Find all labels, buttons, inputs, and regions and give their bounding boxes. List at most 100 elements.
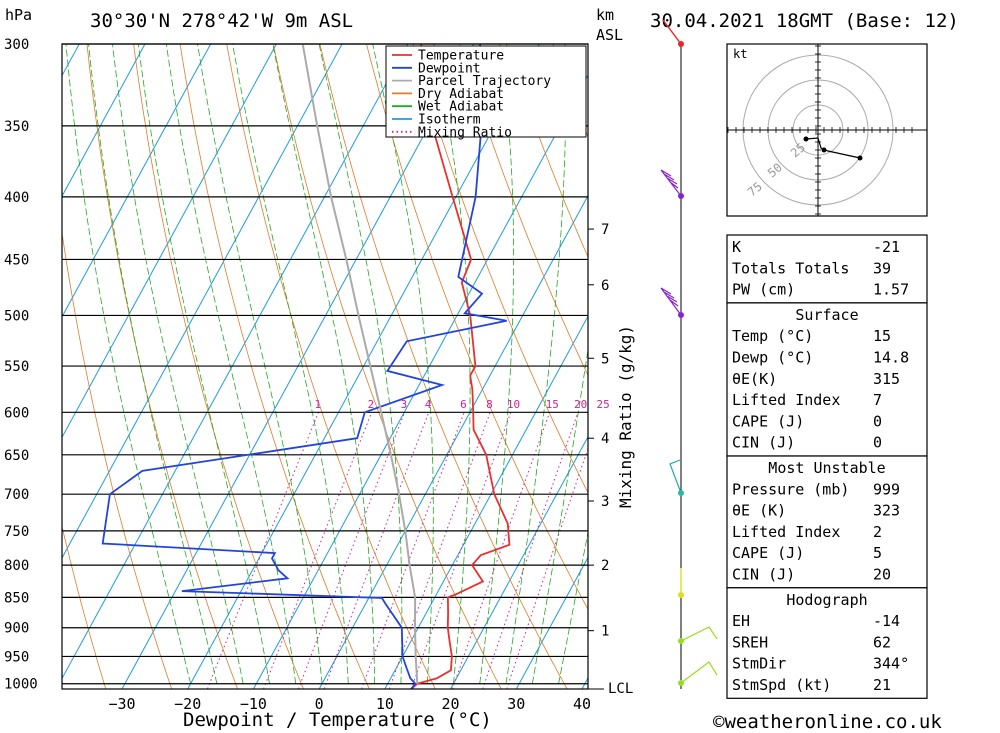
km-unit-label: km	[596, 6, 614, 24]
mixing-ratio-label: 8	[486, 398, 493, 411]
index-value: -14	[873, 612, 900, 630]
location-title: 30°30'N 278°42'W 9m ASL	[90, 10, 353, 32]
pressure-tick-label: 350	[4, 119, 29, 135]
x-tick-label: 0	[315, 695, 324, 713]
wind-dot-850	[678, 592, 684, 598]
mixing-ratio-line	[323, 412, 430, 689]
wind-barb-1000	[680, 661, 718, 684]
series-temperature	[410, 44, 511, 689]
pressure-tick-label: 800	[4, 558, 29, 574]
mixing-ratio-label: 4	[425, 398, 432, 411]
index-label: K	[732, 238, 741, 256]
dry-adiabat-line	[505, 44, 588, 258]
index-label: θE (K)	[732, 502, 786, 520]
index-label: Dewp (°C)	[732, 349, 813, 367]
dry-adiabat-line	[86, 44, 238, 689]
index-value: 2	[873, 523, 882, 541]
x-tick-label: 40	[573, 695, 591, 713]
pressure-tick-label: 450	[4, 252, 29, 268]
hodograph-point	[821, 147, 827, 153]
isotherm-line	[62, 44, 212, 318]
km-tick-label: 5	[601, 351, 609, 367]
general-indices-box	[726, 234, 928, 304]
index-value: 62	[873, 633, 891, 651]
mixing-ratio-axis-title: Mixing Ratio (g/kg)	[616, 325, 635, 508]
indices-panel: K -21 Totals Totals 39 PW (cm) 1.57 Surface Tem…	[726, 234, 928, 699]
x-tick-label: −30	[108, 695, 135, 713]
dry-adiabat-line	[972, 44, 1000, 689]
index-label: CIN (J)	[732, 566, 795, 584]
pressure-tick-label: 400	[4, 190, 29, 206]
hodograph-ticks	[727, 45, 913, 215]
wind-barb-500	[660, 287, 682, 316]
wind-dot-925	[678, 638, 684, 644]
mixing-ratio-label: 1	[314, 398, 321, 411]
mixing-ratio-label: 15	[546, 398, 559, 411]
x-axis-title: Dewpoint / Temperature (°C)	[183, 709, 492, 731]
pressure-tick-label: 850	[4, 590, 29, 606]
legend-label: Dewpoint	[418, 61, 481, 76]
index-value: 0	[873, 412, 882, 430]
mixing-ratio-line	[263, 412, 373, 689]
hodograph-indices-title: Hodograph	[786, 591, 867, 609]
index-value: -21	[873, 238, 900, 256]
km-tick-label: 7	[601, 222, 609, 238]
index-value: 999	[873, 480, 900, 498]
hodograph-indices-box	[726, 587, 928, 699]
dry-adiabat-line	[62, 230, 173, 689]
wind-dot-700	[678, 490, 684, 496]
mixing-ratio-label: 2	[368, 398, 375, 411]
hpa-unit-label: hPa	[5, 6, 32, 24]
index-label: PW (cm)	[732, 281, 795, 299]
index-label: StmDir	[732, 655, 786, 673]
mixing-ratio-label: 10	[507, 398, 520, 411]
km-tick-label: 4	[601, 431, 609, 447]
index-value: 21	[873, 676, 891, 694]
dry-adiabat-line	[226, 44, 436, 689]
mixing-ratio-line	[388, 412, 491, 689]
axis-labels: 3003504004505005506006507007508008509009…	[4, 37, 591, 713]
pressure-tick-label: 650	[4, 448, 29, 464]
wet-adiabat-line	[166, 44, 297, 684]
index-label: StmSpd (kt)	[732, 676, 831, 694]
most-unstable-indices-title: Most Unstable	[768, 459, 885, 477]
pressure-tick-label: 600	[4, 405, 29, 421]
index-label: Lifted Index	[732, 391, 840, 409]
credit-footer: ©weatheronline.co.uk	[713, 711, 942, 733]
x-tick-label: −10	[240, 695, 267, 713]
wind-barb-925	[680, 626, 718, 642]
dry-adiabat-line	[179, 44, 370, 689]
pressure-tick-label: 1000	[4, 677, 38, 693]
km-tick-label: 3	[601, 494, 609, 510]
pressure-tick-label: 550	[4, 359, 29, 375]
km-tick-label: 6	[601, 278, 609, 294]
surface-indices-title: Surface	[795, 306, 858, 324]
wet-adiabat-line	[318, 44, 403, 684]
km-scale: 7 6 5 4 3 2 1 LCL	[588, 222, 633, 697]
mixing-ratio-line	[297, 412, 406, 689]
index-value: 0	[873, 434, 882, 452]
pressure-tick-label: 300	[4, 37, 29, 53]
wet-adiabat-line	[531, 346, 588, 684]
legend-label: Wet Adiabat	[418, 100, 504, 115]
asl-unit-label: ASL	[596, 26, 623, 44]
wet-adiabat-line	[433, 44, 471, 684]
hodograph-unit-label: kt	[733, 47, 747, 61]
wet-adiabat-line	[88, 44, 218, 684]
index-label: EH	[732, 612, 750, 630]
wet-adiabat-line	[232, 44, 349, 684]
pressure-tick-label: 500	[4, 308, 29, 324]
mixing-ratio-label: 20	[574, 398, 587, 411]
wet-adiabat-line	[272, 44, 375, 684]
wind-dot-300	[678, 41, 684, 47]
wind-dot-400	[678, 193, 684, 199]
hodograph-point	[857, 155, 863, 161]
index-value: 20	[873, 566, 891, 584]
series-dewpoint	[101, 44, 507, 689]
index-value: 5	[873, 544, 882, 562]
x-tick-label: 30	[507, 695, 525, 713]
wind-barb-700	[669, 459, 682, 494]
pressure-tick-label: 900	[4, 621, 29, 637]
